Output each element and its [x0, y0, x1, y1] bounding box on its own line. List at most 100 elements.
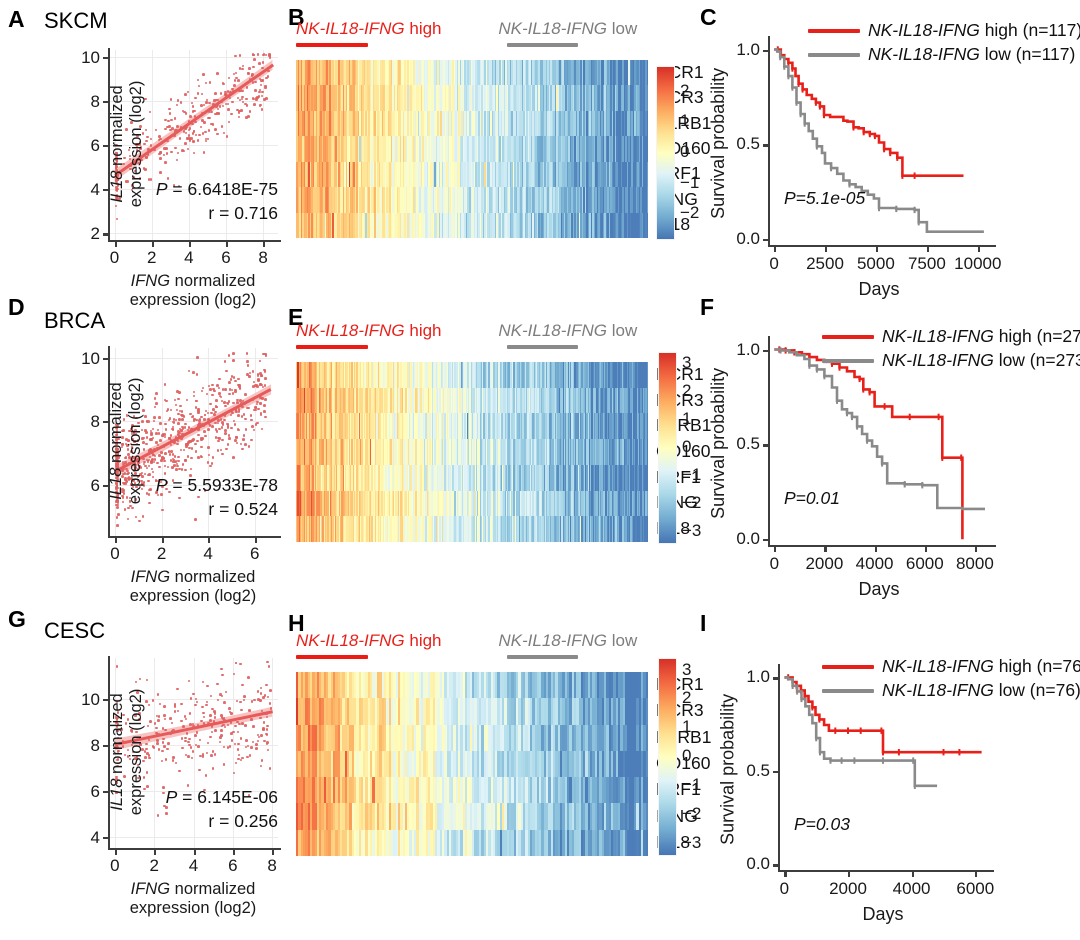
scatter-point [158, 416, 161, 419]
heatmap-cell [390, 60, 393, 86]
scatter-point [188, 439, 192, 443]
scatter-point [237, 89, 241, 92]
scatter-point [115, 186, 118, 189]
scatter-point [184, 753, 188, 757]
scatter-point [121, 745, 125, 748]
heatmap-cell [423, 85, 426, 112]
scatter-point [214, 410, 217, 414]
scatter-point [162, 445, 166, 449]
heatmap-cell [440, 60, 443, 86]
heatmap-cell [432, 85, 435, 112]
heatmap-cell [599, 60, 602, 86]
scatter-point [123, 508, 127, 511]
heatmap-cell [593, 85, 596, 112]
scatter-point [162, 153, 166, 157]
scatter-point [133, 461, 136, 465]
scatter-point [116, 524, 119, 527]
scatter-point [114, 161, 118, 165]
y-tick [103, 745, 108, 748]
scatter-point [180, 468, 184, 471]
scatter-point [145, 466, 149, 470]
scatter-point [203, 418, 206, 421]
scatter-point [240, 402, 243, 405]
y-axis-line [108, 48, 111, 240]
y-tick [103, 790, 108, 793]
scatter-point [237, 410, 241, 413]
scatter-point [176, 709, 180, 713]
heatmap-cell [575, 85, 578, 112]
scatter-point [128, 157, 132, 161]
heatmap-cell [422, 60, 425, 86]
heatmap-cell [300, 85, 303, 112]
scatter-point [171, 759, 175, 762]
heatmap-cell [359, 60, 362, 86]
heatmap-cell [524, 85, 527, 112]
heatmap-cell [441, 110, 444, 137]
heatmap-cell [587, 60, 590, 86]
scatter-point [229, 91, 232, 94]
scatter-point [259, 413, 263, 417]
y-tick-label: 6 [90, 781, 100, 801]
scatter-point [178, 418, 181, 421]
scatter-point [241, 399, 245, 403]
scatter-point [170, 721, 174, 725]
heatmap-cell [321, 85, 324, 112]
heatmap-cell [425, 60, 428, 86]
scatter-point [129, 164, 133, 167]
scatter-point [214, 128, 217, 131]
scatter-point [197, 84, 201, 88]
heatmap-cell [335, 60, 338, 86]
scatter-point [252, 428, 256, 432]
scatter-point [142, 484, 146, 487]
x-tick [114, 850, 118, 855]
scatter-point [189, 746, 193, 749]
scatter-point [141, 475, 144, 478]
scatter-point [116, 492, 120, 495]
heatmap-cell [357, 85, 360, 112]
heatmap-cell [550, 60, 553, 86]
heatmap-cell [455, 60, 458, 86]
heatmap-cell [369, 85, 372, 112]
heatmap-cell [441, 60, 444, 86]
scatter-point [163, 147, 166, 150]
scatter-point [159, 480, 163, 484]
heatmap-cell [309, 60, 312, 86]
heatmap-cell [444, 60, 447, 86]
heatmap-cell [368, 85, 371, 112]
scatter-point [159, 151, 163, 154]
scatter-point [122, 713, 125, 717]
scatter-point [218, 427, 221, 431]
heatmap-cell [462, 60, 465, 86]
scatter-point [197, 456, 200, 459]
scatter-point [133, 482, 137, 485]
scatter-point [126, 469, 129, 473]
heatmap-cell [586, 85, 589, 112]
heatmap-cell [478, 60, 480, 86]
scatter-point [203, 413, 207, 417]
scatter-point [198, 133, 201, 137]
scatter-point [252, 385, 255, 388]
scatter-point [169, 98, 173, 101]
heatmap-cell [342, 85, 345, 112]
scatter-point [234, 410, 238, 413]
heatmap-cell [526, 85, 529, 112]
scatter-point [146, 752, 149, 755]
scatter-point [163, 435, 167, 439]
scatter-point [141, 515, 145, 518]
scatter-point [230, 375, 234, 378]
heatmap-cell [619, 85, 622, 112]
scatter-point [115, 168, 119, 172]
scatter-point [239, 87, 243, 90]
heatmap-cell [472, 85, 474, 112]
scatter-point [213, 712, 217, 715]
scatter-point [228, 745, 232, 748]
scatter-point [250, 746, 253, 749]
heatmap-cell [317, 110, 319, 137]
heatmap-cell [369, 110, 372, 137]
scatter-point [150, 451, 154, 455]
scatter-point [173, 703, 177, 706]
heatmap-cell [505, 85, 508, 112]
heatmap-cell [506, 85, 509, 112]
panel-label-h: H [288, 610, 305, 636]
heatmap-cell [497, 85, 500, 112]
